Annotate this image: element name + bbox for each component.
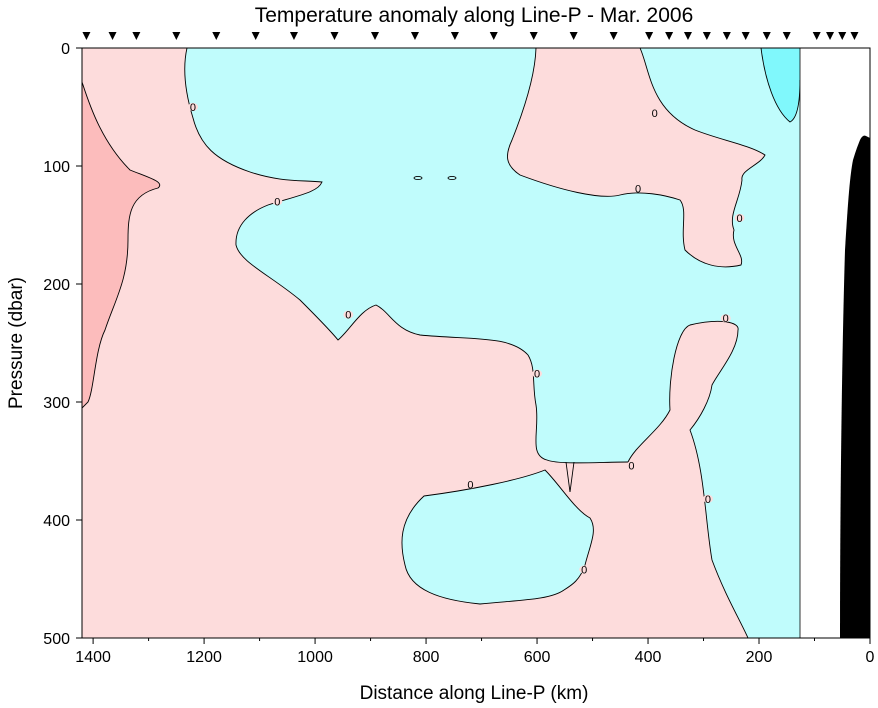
- contour-label: 0: [190, 102, 196, 114]
- x-tick-label: 200: [746, 649, 773, 666]
- x-tick-label: 1400: [75, 649, 111, 666]
- contour-label: 0: [274, 196, 280, 208]
- station-marker: [172, 32, 181, 40]
- contour-label-bg: [187, 103, 198, 111]
- strong-negative-region: [761, 48, 800, 122]
- bathymetry: [840, 135, 870, 638]
- station-marker: [450, 32, 459, 40]
- contour-label: 0: [652, 108, 658, 120]
- station-marker: [609, 32, 618, 40]
- contour-label-bg: [626, 461, 637, 470]
- contour-label-bg: [720, 314, 731, 323]
- station-marker: [82, 32, 91, 40]
- contour-blob-2: [447, 175, 457, 181]
- contour-label-bg: [532, 369, 543, 378]
- station-marker: [762, 32, 771, 40]
- x-axis-label: Distance along Line-P (km): [360, 683, 589, 704]
- station-marker: [826, 32, 835, 40]
- station-marker: [569, 32, 578, 40]
- contour-label-bg: [272, 197, 283, 206]
- y-tick-label: 100: [43, 159, 70, 176]
- x-tick-label: 0: [866, 649, 875, 666]
- contour-dip: [565, 461, 575, 493]
- station-marker: [782, 32, 791, 40]
- station-marker: [812, 32, 821, 40]
- strong-positive-region: [82, 82, 160, 408]
- contour-line-left: [184, 48, 629, 464]
- station-marker: [722, 32, 731, 40]
- contour-label-bg: [633, 184, 644, 193]
- station-marker: [489, 32, 498, 40]
- contour-label-bg: [465, 480, 476, 489]
- x-tick-label: 800: [413, 649, 440, 666]
- chart-title: Temperature anomaly along Line-P - Mar. …: [255, 4, 694, 27]
- y-tick-label: 0: [61, 41, 70, 58]
- x-tick-label: 1200: [186, 649, 222, 666]
- x-tick-label: 1000: [297, 649, 333, 666]
- station-marker: [645, 32, 654, 40]
- station-marker: [850, 32, 859, 40]
- contour-label: 0: [628, 461, 634, 473]
- contour-label: 0: [467, 480, 473, 492]
- plot-frame: [81, 47, 871, 639]
- station-marker: [289, 32, 298, 40]
- contour-line-strong-left: [82, 81, 161, 409]
- station-marker: [702, 32, 711, 40]
- negative-anomaly-region-lower: [401, 470, 594, 604]
- contour-label: 0: [581, 565, 587, 577]
- y-axis-label: Pressure (dbar): [6, 277, 27, 409]
- contour-label-bg: [734, 213, 745, 222]
- station-marker: [838, 32, 847, 40]
- contour-label-bg: [702, 494, 713, 503]
- contour-label: 0: [737, 213, 743, 225]
- zero-contour-lines: [82, 48, 801, 638]
- contour-label: 0: [534, 369, 540, 381]
- contour-line-center: [507, 48, 766, 268]
- y-tick-label: 300: [43, 395, 70, 412]
- contour-blob-1: [413, 175, 423, 181]
- contour-line-right: [627, 320, 749, 638]
- station-marker: [741, 32, 750, 40]
- station-marker: [683, 32, 692, 40]
- station-marker: [132, 32, 141, 40]
- y-tick-label: 400: [43, 513, 70, 530]
- x-tick-label: 400: [635, 649, 662, 666]
- station-marker: [665, 32, 674, 40]
- station-marker: [529, 32, 538, 40]
- y-tick-label: 200: [43, 277, 70, 294]
- station-marker: [330, 32, 339, 40]
- contour-label: 0: [345, 310, 351, 322]
- station-marker: [410, 32, 419, 40]
- negative-anomaly-region-main: [184, 48, 801, 638]
- contour-line-strong-right: [760, 48, 801, 123]
- x-tick-label: 600: [524, 649, 551, 666]
- station-marker: [251, 32, 260, 40]
- station-marker: [371, 32, 380, 40]
- contour-label: 0: [705, 494, 711, 506]
- y-tick-label: 500: [43, 631, 70, 648]
- station-marker: [212, 32, 221, 40]
- contour-label: 0: [635, 183, 641, 195]
- plot-area: 0 0 0 0 0 0 0 0 0 0 0 0: [82, 48, 870, 638]
- contour-label-bg: [649, 108, 660, 117]
- contour-label: 0: [723, 313, 729, 325]
- station-marker: [108, 32, 117, 40]
- contour-label-bg: [579, 565, 590, 574]
- contour-line-pocket: [401, 469, 594, 605]
- contour-label-bg: [343, 310, 354, 319]
